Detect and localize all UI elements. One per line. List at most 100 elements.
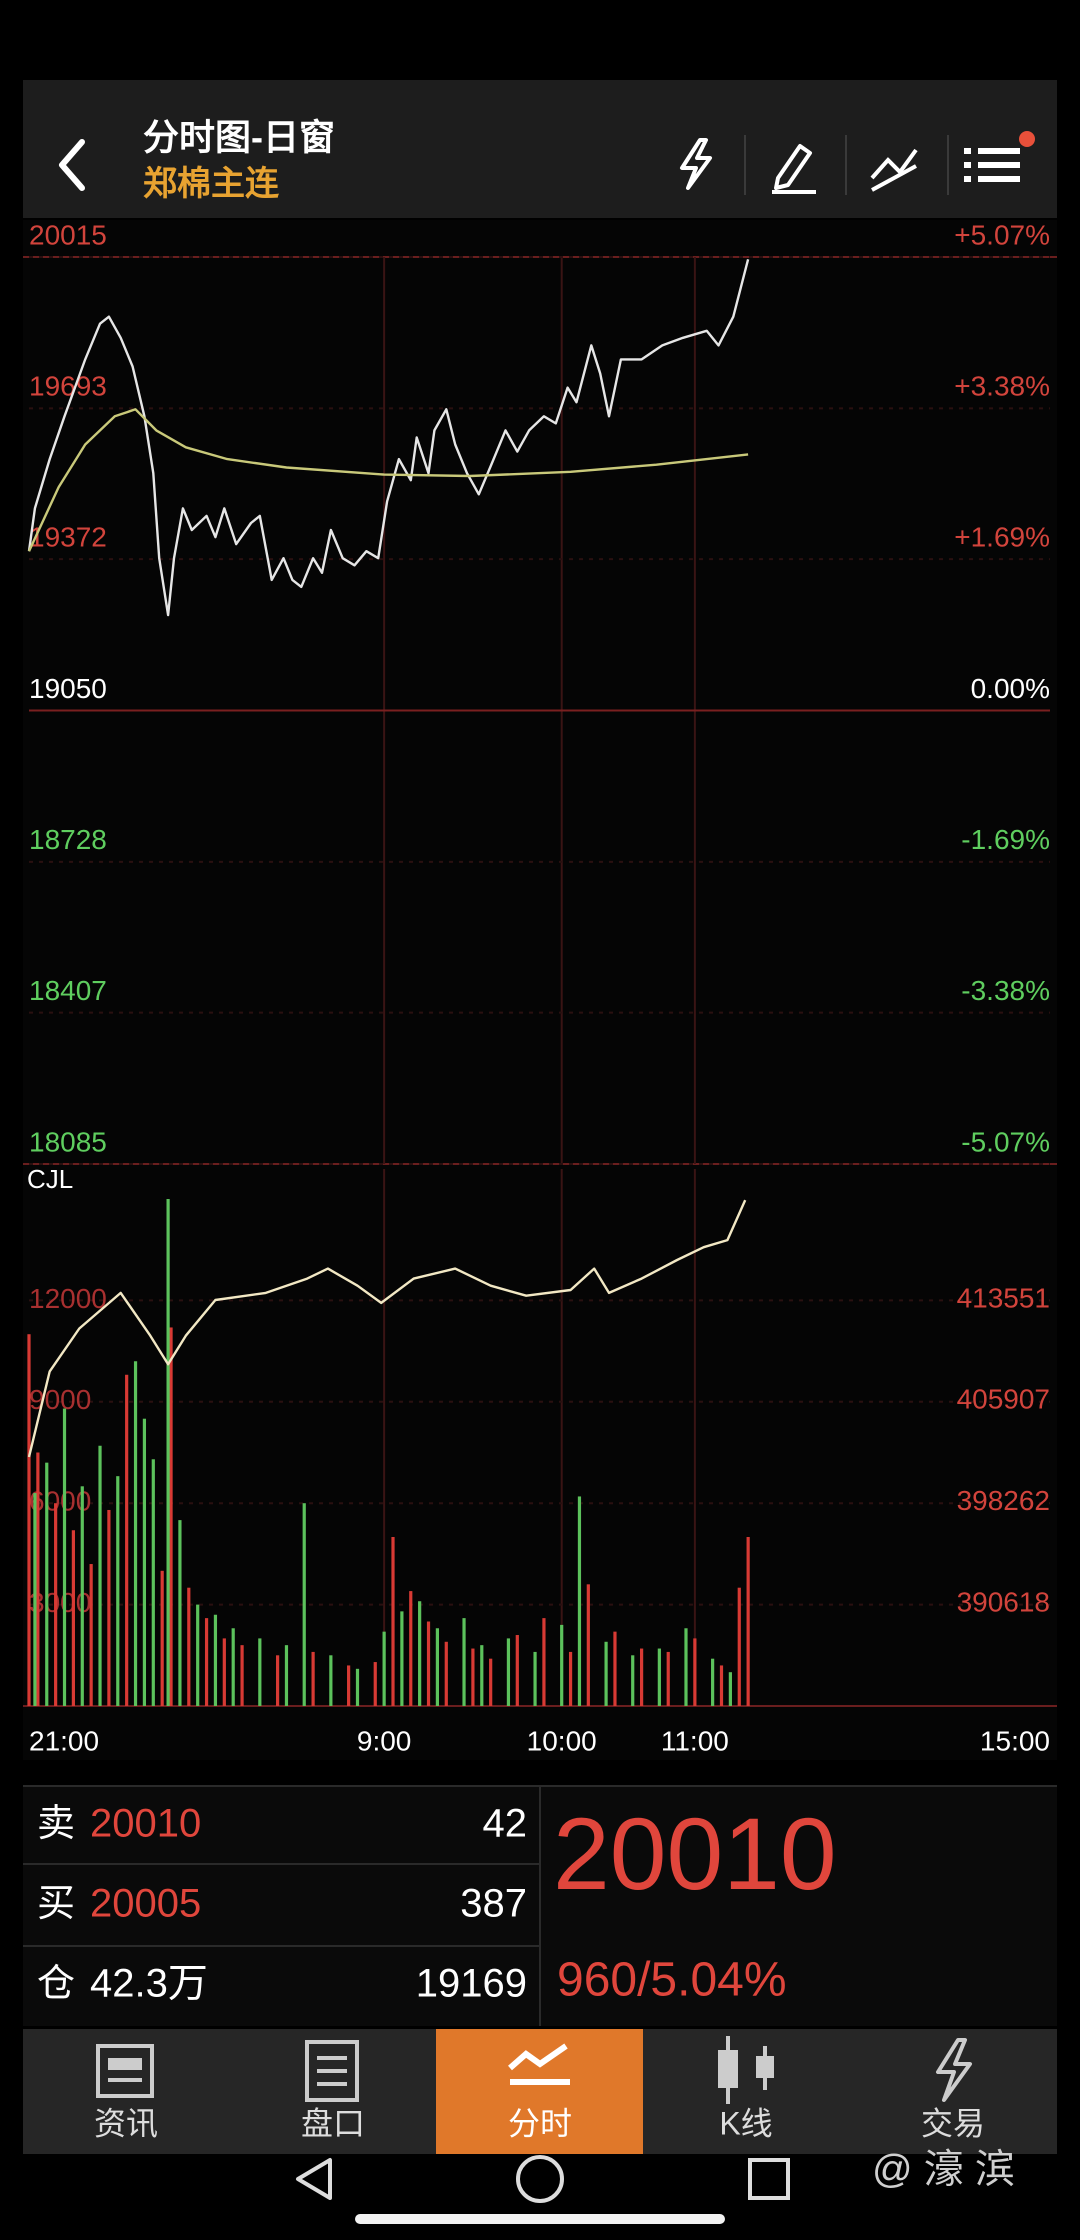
tab-trade[interactable]: 交易 (921, 2038, 985, 2141)
volume-bar (160, 1570, 164, 1706)
menu-bar (978, 148, 1020, 154)
y-tick-label: 18728 (29, 824, 107, 855)
system-recent[interactable] (748, 2158, 790, 2200)
volume-bar (400, 1611, 404, 1706)
home-indicator (355, 2214, 725, 2224)
volume-bar (693, 1638, 697, 1706)
tab-label: 交易 (921, 2105, 985, 2141)
volume-bar (302, 1503, 306, 1706)
volume-bar (515, 1635, 519, 1706)
volume-bar (284, 1645, 289, 1706)
tab-active-bg (436, 2029, 643, 2154)
y-tick-label: 19372 (29, 522, 107, 553)
y-tick-label: 18407 (29, 975, 107, 1006)
volume-bar (275, 1655, 280, 1706)
y2-tick-label: 405907 (957, 1384, 1050, 1415)
y2-tick-label: -3.38% (961, 975, 1050, 1006)
volume-bar (89, 1564, 93, 1706)
x-tick-label: 11:00 (661, 1725, 729, 1756)
volume-bar (107, 1509, 111, 1706)
volume-bar (542, 1618, 546, 1706)
timeshare-icon (508, 2043, 568, 2071)
system-back[interactable] (296, 2158, 332, 2200)
volume-bar (560, 1624, 564, 1706)
y-tick-label: 19050 (29, 673, 107, 704)
volume-bar (418, 1601, 422, 1706)
volume-bar (480, 1645, 484, 1706)
volume-bar (640, 1648, 644, 1706)
y2-tick-label: 0.00% (971, 673, 1050, 704)
y2-tick-label: -5.07% (961, 1126, 1050, 1157)
volume-bar (329, 1655, 333, 1706)
volume-bar (151, 1459, 155, 1706)
volume-bar (116, 1476, 120, 1706)
volume-bar (533, 1651, 537, 1706)
volume-bar (71, 1530, 75, 1706)
kline-icon-body (718, 2050, 738, 2088)
volume-bar (435, 1628, 439, 1706)
volume-bar (684, 1628, 688, 1706)
charts: 20015 19693 19372 19050 18728 18407 18085 +5.07… (23, 219, 1057, 1756)
volume-bar (737, 1587, 741, 1706)
volume-bar (409, 1591, 413, 1706)
series-line (27, 259, 750, 617)
trend-icon-line (871, 164, 917, 192)
y-tick-label: 9000 (29, 1384, 91, 1415)
volume-bar (204, 1618, 209, 1706)
volume-bar (187, 1587, 191, 1706)
y2-tick-label: 413551 (957, 1282, 1050, 1313)
ask-volume: 42 (483, 1802, 528, 1846)
pencil-icon (774, 144, 812, 190)
volume-bar (373, 1662, 377, 1706)
last-price: 20010 (553, 1797, 837, 1911)
tab-label: 盘口 (301, 2105, 365, 2141)
volume-bar (391, 1537, 395, 1706)
back-button[interactable] (59, 139, 85, 191)
draw-button[interactable] (772, 144, 816, 194)
volume-bar (178, 1520, 182, 1706)
volume-bar (54, 1503, 58, 1706)
volume-bar (347, 1665, 351, 1706)
volume-bar (444, 1641, 448, 1706)
y-tick-label: 18085 (29, 1126, 107, 1157)
tab-timeshare[interactable]: 分时 (508, 2043, 572, 2141)
y2-tick-label: -1.69% (961, 824, 1050, 855)
volume-bar (586, 1584, 590, 1706)
book-icon (305, 2040, 359, 2102)
series-line (27, 408, 749, 552)
tab-orderbook[interactable]: 盘口 (301, 2040, 365, 2141)
x-tick-label: 9:00 (357, 1725, 412, 1756)
position-daily: 19169 (416, 1962, 527, 2006)
y2-tick-label: 398262 (957, 1485, 1050, 1516)
x-tick-label: 21:00 (29, 1725, 99, 1756)
watermark: @ 濠 滨 (872, 2148, 1015, 2192)
volume-bar (240, 1645, 244, 1706)
volume-bar (125, 1374, 129, 1706)
news-icon-bar (108, 2058, 142, 2070)
bid-volume: 387 (460, 1882, 527, 1926)
menu-dot (964, 176, 971, 182)
menu-button[interactable] (964, 131, 1035, 182)
chart-area (23, 220, 1057, 1760)
menu-dot (964, 162, 971, 168)
flash-icon (680, 138, 712, 190)
volume-bar (355, 1668, 360, 1706)
position-value: 42.3万 (90, 1962, 208, 2006)
y-tick-label: 12000 (29, 1283, 107, 1314)
tab-news[interactable]: 资讯 (94, 2044, 158, 2141)
volume-bar (666, 1651, 670, 1706)
indicator-button[interactable] (870, 148, 918, 192)
volume-bar (169, 1327, 173, 1706)
volume-bar (142, 1418, 147, 1706)
notification-dot (1019, 131, 1035, 147)
system-home[interactable] (516, 2155, 564, 2203)
y2-tick-label: +5.07% (954, 219, 1050, 250)
volume-bar (311, 1651, 315, 1706)
tab-kline[interactable]: K线 (718, 2036, 774, 2141)
volume-bar (568, 1651, 573, 1706)
tab-label: 分时 (508, 2105, 572, 2141)
flash-button[interactable] (680, 138, 712, 190)
volume-bar (728, 1672, 732, 1706)
news-icon (96, 2044, 154, 2098)
